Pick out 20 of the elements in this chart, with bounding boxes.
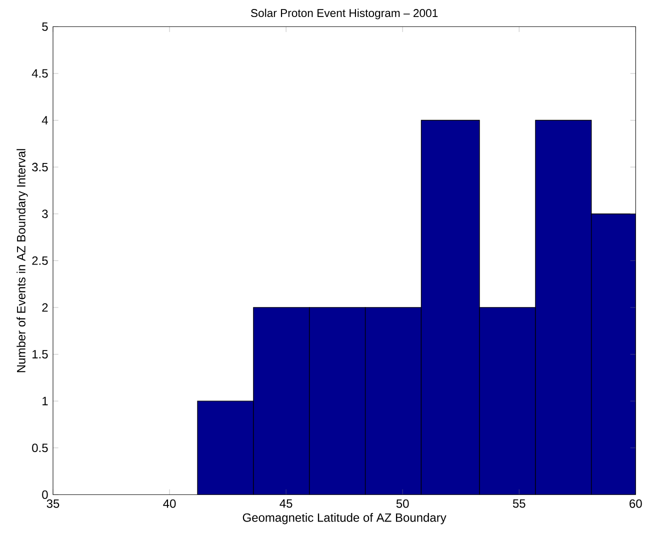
y-tick-label: 1.5 bbox=[32, 350, 48, 358]
x-tick-label: 55 bbox=[512, 499, 526, 508]
chart-title: Solar Proton Event Histogram – 2001 bbox=[250, 8, 438, 20]
y-tick-label: 2.5 bbox=[32, 256, 48, 265]
x-tick-label: 40 bbox=[163, 499, 176, 508]
x-tick-label: 60 bbox=[630, 499, 642, 508]
y-tick-label: 4.5 bbox=[32, 69, 48, 78]
y-tick-label: 2 bbox=[42, 303, 48, 312]
x-tick-label: 35 bbox=[46, 499, 60, 508]
x-axis-title: Geomagnetic Latitude of AZ Boundary bbox=[242, 512, 446, 524]
y-tick-label: 4 bbox=[42, 116, 48, 124]
y-tick-label: 3 bbox=[42, 209, 48, 218]
y-axis-title: Number of Events in AZ Boundary Interval bbox=[16, 148, 28, 372]
y-tick-label: 3.5 bbox=[32, 162, 48, 172]
y-tick-label: 1 bbox=[42, 396, 48, 406]
y-tick-label: 0 bbox=[42, 490, 48, 499]
x-tick-label: 45 bbox=[280, 499, 292, 508]
y-tick-label: 5 bbox=[42, 22, 48, 31]
y-tick-label: 0.5 bbox=[32, 443, 48, 452]
x-tick-label: 50 bbox=[396, 499, 409, 508]
